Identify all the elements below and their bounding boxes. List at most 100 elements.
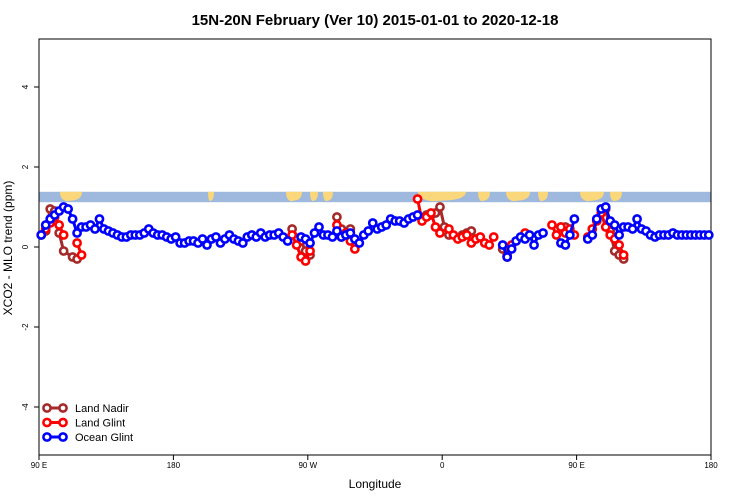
- data-point: [63, 204, 74, 214]
- data-point: [412, 210, 423, 220]
- x-tick-label: 90 W: [298, 461, 317, 470]
- land-shape: [310, 191, 318, 202]
- plot-border: [38, 38, 712, 456]
- x-tick-label: 180: [704, 461, 718, 470]
- x-tick-label: 90 E: [568, 461, 584, 470]
- legend-marker: [42, 417, 52, 428]
- data-point: [412, 194, 423, 204]
- data-point: [40, 220, 51, 230]
- legend: Land Nadir Land Glint Ocean Glint: [42, 403, 133, 444]
- data-point: [381, 220, 392, 230]
- data-point: [76, 250, 87, 260]
- land-strip: [39, 191, 711, 203]
- chart-title: 15N-20N February (Ver 10) 2015-01-01 to …: [192, 12, 559, 29]
- data-point: [354, 238, 365, 248]
- data-point: [435, 228, 445, 238]
- data-point: [305, 246, 315, 256]
- legend-marker: [58, 432, 68, 442]
- data-point: [600, 222, 611, 232]
- legend-marker: [42, 403, 52, 413]
- y-axis-label: XCO2 - MLO trend (ppm): [1, 181, 15, 316]
- data-point: [506, 244, 517, 254]
- data-point: [90, 224, 100, 234]
- data-point: [614, 240, 625, 250]
- y-tick-label: 0: [21, 244, 30, 249]
- legend-marker: [42, 432, 52, 442]
- data-point: [202, 240, 212, 250]
- series-ocean-glint: [36, 202, 714, 262]
- data-point: [349, 244, 360, 254]
- data-point: [632, 214, 642, 224]
- land-shape: [538, 191, 548, 202]
- data-point: [426, 208, 436, 218]
- y-axis: -4 -2 0 2 4: [21, 84, 39, 411]
- series-layer: [36, 194, 714, 266]
- data-point: [332, 226, 342, 236]
- data-point: [600, 202, 611, 212]
- y-tick-label: -2: [21, 323, 30, 331]
- land-shape: [323, 191, 333, 202]
- land-shape: [610, 191, 622, 202]
- land-shape: [580, 191, 604, 202]
- land-shape: [478, 191, 490, 202]
- data-point: [618, 250, 629, 260]
- data-point: [547, 220, 557, 230]
- data-point: [94, 214, 105, 224]
- land-shape: [418, 191, 466, 202]
- data-point: [72, 238, 82, 248]
- plot-frame: [38, 38, 712, 456]
- legend-item-land-nadir: Land Nadir: [42, 403, 129, 415]
- data-point: [627, 224, 638, 234]
- data-point: [211, 232, 221, 242]
- data-point: [703, 230, 714, 240]
- legend-label: Ocean Glint: [75, 432, 133, 444]
- data-point: [475, 232, 486, 242]
- x-tick-label: 90 E: [31, 461, 47, 470]
- land-shape: [208, 191, 214, 202]
- data-point: [591, 214, 602, 224]
- data-point: [430, 222, 441, 232]
- data-point: [58, 246, 69, 256]
- data-point: [300, 256, 311, 266]
- x-axis: 90 E 180 90 W 0 90 E 180: [31, 455, 718, 470]
- data-point: [58, 230, 69, 240]
- data-point: [497, 240, 508, 250]
- data-point: [524, 230, 535, 240]
- land-shape: [286, 191, 302, 202]
- data-point: [72, 228, 82, 238]
- data-point: [237, 238, 248, 248]
- legend-marker: [58, 403, 68, 413]
- y-tick-label: 4: [21, 84, 30, 89]
- data-point: [461, 230, 472, 240]
- data-point: [314, 222, 324, 232]
- data-point: [345, 228, 356, 238]
- data-point: [587, 230, 598, 240]
- data-point: [282, 236, 293, 246]
- data-point: [529, 240, 539, 250]
- land-shape: [506, 191, 530, 202]
- y-tick-label: 2: [21, 164, 30, 169]
- data-point: [444, 224, 454, 234]
- data-point: [569, 214, 580, 224]
- data-point: [332, 212, 342, 222]
- data-point: [538, 228, 548, 238]
- x-axis-label: Longitude: [349, 477, 402, 491]
- data-point: [287, 230, 298, 240]
- data-point: [551, 230, 562, 240]
- data-point: [305, 238, 315, 248]
- data-point: [488, 232, 499, 242]
- data-point: [54, 220, 65, 230]
- data-point: [502, 252, 513, 262]
- data-point: [609, 220, 620, 230]
- data-point: [564, 230, 575, 240]
- legend-item-ocean-glint: Ocean Glint: [42, 432, 133, 444]
- ocean-band: [39, 191, 711, 203]
- x-tick-label: 0: [440, 461, 445, 470]
- data-point: [560, 240, 571, 250]
- legend-label: Land Nadir: [75, 403, 129, 415]
- data-point: [435, 202, 445, 212]
- data-point: [197, 234, 208, 244]
- data-point: [614, 230, 625, 240]
- data-point: [67, 214, 78, 224]
